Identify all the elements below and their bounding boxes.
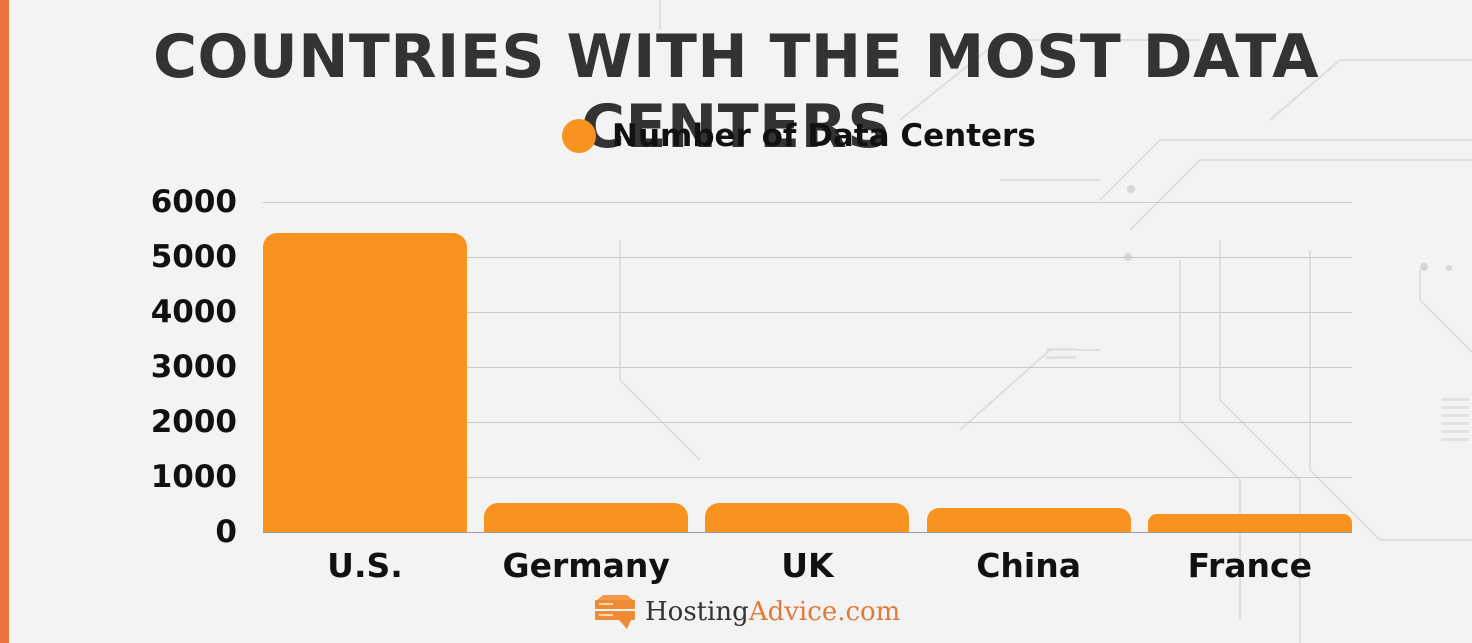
y-tick-label: 5000 (150, 239, 237, 275)
gridline (263, 312, 1352, 313)
gridline (263, 367, 1352, 368)
bar-germany (484, 502, 689, 532)
gridline (263, 257, 1352, 258)
x-tick-label: France (1187, 546, 1312, 585)
brand-name-part1: Hosting (645, 597, 749, 627)
y-tick-label: 4000 (150, 294, 237, 330)
server-chat-icon (595, 595, 635, 629)
accent-stripe (0, 0, 9, 643)
bar-us (263, 233, 467, 532)
x-tick-label: China (976, 546, 1081, 585)
y-tick-label: 2000 (150, 404, 237, 440)
gridline (263, 477, 1352, 478)
y-tick-label: 3000 (150, 349, 237, 385)
x-tick-label: U.S. (327, 546, 403, 585)
bar-france (1147, 514, 1352, 532)
bar-china (926, 507, 1131, 532)
y-tick-label: 6000 (150, 184, 237, 220)
y-tick-label: 1000 (150, 459, 237, 495)
legend: Number of Data Centers (562, 118, 1036, 154)
x-tick-label: Germany (502, 546, 670, 585)
gridline (263, 202, 1352, 203)
bar-uk (705, 503, 910, 532)
gridline (263, 422, 1352, 423)
chart-title: COUNTRIES WITH THE MOST DATA CENTERS (152, 22, 1320, 162)
legend-label: Number of Data Centers (612, 118, 1036, 154)
legend-swatch-icon (562, 119, 596, 153)
x-axis-baseline (263, 532, 1352, 533)
brand-name-part2: Advice.com (748, 597, 901, 627)
brand-logo: HostingAdvice.com (593, 594, 900, 630)
x-tick-label: UK (781, 546, 834, 585)
y-tick-label: 0 (215, 514, 237, 550)
